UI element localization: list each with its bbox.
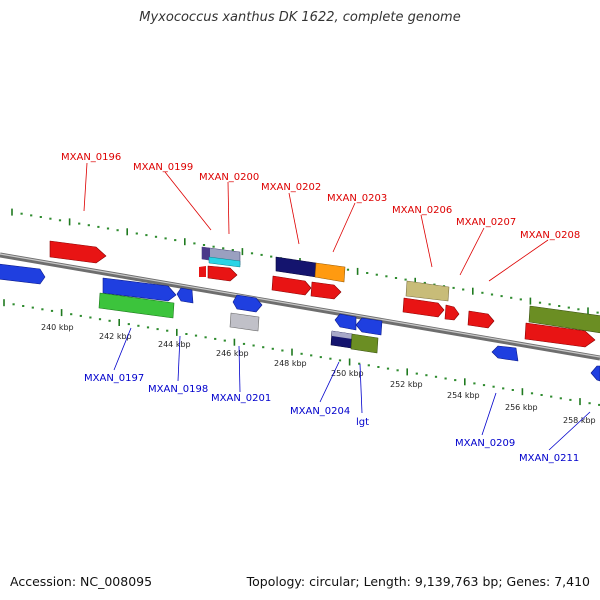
gene-label[interactable]: MXAN_0208 — [520, 230, 580, 241]
gene-box[interactable] — [202, 247, 210, 260]
gene-arrow[interactable] — [334, 313, 357, 331]
gene-arrow[interactable] — [402, 297, 445, 318]
gene-arrow[interactable] — [232, 294, 263, 313]
gene-label[interactable]: MXAN_0196 — [61, 152, 121, 163]
scale-label: 252 kbp — [390, 380, 423, 389]
gene-label[interactable]: MXAN_0209 — [455, 438, 515, 449]
gene-box[interactable] — [350, 333, 379, 354]
gene-label[interactable]: MXAN_0211 — [519, 453, 579, 464]
scale-label: 244 kbp — [158, 340, 191, 349]
gene-label[interactable]: MXAN_0204 — [290, 406, 350, 417]
label-leaders-bottom — [113, 327, 591, 451]
gene-arrow[interactable] — [207, 265, 238, 282]
label-leaders-top — [83, 162, 549, 282]
scale-label: 250 kbp — [331, 369, 364, 378]
gene-arrow[interactable] — [590, 365, 600, 382]
gene-box[interactable] — [98, 292, 175, 319]
scale-label: 240 kbp — [41, 323, 74, 332]
gene-arrow[interactable] — [355, 317, 383, 336]
gene-label[interactable]: MXAN_0199 — [133, 162, 193, 173]
gene-label[interactable]: MXAN_0198 — [148, 384, 208, 395]
gene-arrow[interactable] — [524, 322, 596, 348]
gene-label[interactable]: MXAN_0207 — [456, 217, 516, 228]
scale-label: 248 kbp — [274, 359, 307, 368]
gene-label[interactable]: lgt — [356, 417, 369, 428]
gene-labels-bottom: MXAN_0197 MXAN_0198 MXAN_0201 MXAN_0204 … — [84, 373, 579, 464]
accession-text: Accession: NC_008095 — [10, 574, 153, 589]
gene-box[interactable] — [332, 331, 352, 339]
gene-arrow[interactable] — [176, 287, 194, 304]
scale-labels: 240 kbp 242 kbp 244 kbp 246 kbp 248 kbp … — [41, 323, 596, 425]
gene-arrow[interactable] — [444, 304, 460, 321]
genome-backbone — [0, 252, 600, 361]
gene-labels-top: MXAN_0196 MXAN_0199 MXAN_0200 MXAN_0202 … — [61, 152, 580, 241]
gene-arrow[interactable] — [0, 263, 46, 285]
gene-label[interactable]: MXAN_0201 — [211, 393, 271, 404]
gene-box[interactable] — [528, 305, 600, 334]
gene-box[interactable] — [208, 256, 241, 268]
gene-arrow[interactable] — [102, 277, 177, 302]
gene-label[interactable]: MXAN_0200 — [199, 172, 259, 183]
gene-arrow[interactable] — [467, 310, 495, 329]
gene-arrow[interactable] — [199, 266, 206, 277]
gene-arrow[interactable] — [491, 345, 519, 362]
gene-arrow[interactable] — [271, 275, 312, 296]
scale-label: 242 kbp — [99, 332, 132, 341]
gene-label[interactable]: MXAN_0206 — [392, 205, 452, 216]
gene-arrow[interactable] — [310, 281, 342, 300]
gene-box[interactable] — [314, 262, 346, 283]
gene-label[interactable]: MXAN_0197 — [84, 373, 144, 384]
inner-tick-rail — [3, 299, 600, 406]
scale-label: 258 kbp — [563, 416, 596, 425]
gene-box[interactable] — [275, 256, 317, 278]
gene-arrow[interactable] — [49, 240, 107, 264]
gene-label[interactable]: MXAN_0203 — [327, 193, 387, 204]
scale-label: 256 kbp — [505, 403, 538, 412]
map-title: Myxococcus xanthus DK 1622, complete gen… — [139, 10, 461, 25]
summary-text: Topology: circular; Length: 9,139,763 bp… — [246, 574, 590, 589]
gene-box[interactable] — [229, 312, 260, 332]
scale-label: 254 kbp — [447, 391, 480, 400]
gene-label[interactable]: MXAN_0202 — [261, 182, 321, 193]
gene-features — [0, 240, 600, 382]
gene-box[interactable] — [405, 280, 450, 302]
scale-label: 246 kbp — [216, 349, 249, 358]
